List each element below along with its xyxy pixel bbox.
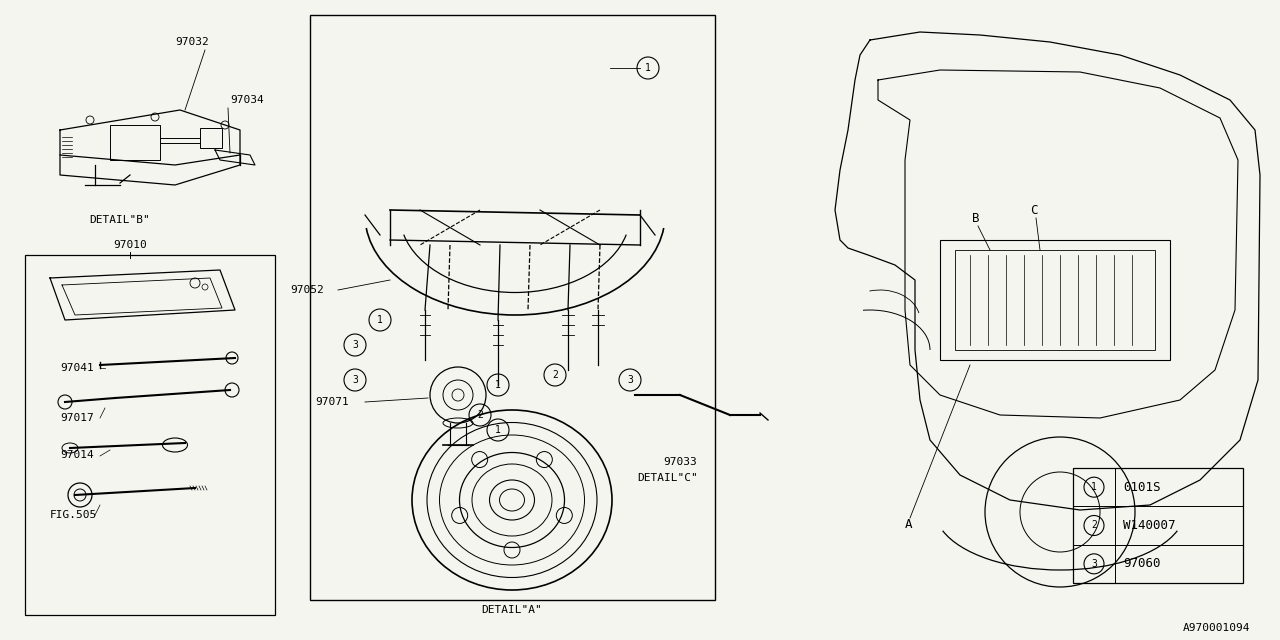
Text: 97034: 97034 bbox=[230, 95, 264, 105]
Text: 97052: 97052 bbox=[291, 285, 324, 295]
Text: 1: 1 bbox=[495, 380, 500, 390]
Text: 1: 1 bbox=[495, 425, 500, 435]
Bar bbox=[310, 15, 716, 600]
Text: DETAIL"C": DETAIL"C" bbox=[637, 473, 699, 483]
Bar bbox=[110, 125, 160, 160]
Text: 97014: 97014 bbox=[60, 450, 93, 460]
Bar bbox=[26, 255, 275, 615]
Text: 3: 3 bbox=[352, 375, 358, 385]
Text: 97017: 97017 bbox=[60, 413, 93, 423]
Text: 97033: 97033 bbox=[663, 457, 696, 467]
Text: 97060: 97060 bbox=[1123, 557, 1161, 570]
Text: 2: 2 bbox=[552, 370, 558, 380]
Text: 97071: 97071 bbox=[315, 397, 348, 407]
Text: A: A bbox=[905, 518, 913, 531]
Bar bbox=[1073, 468, 1243, 583]
Text: 1: 1 bbox=[1091, 482, 1097, 492]
Text: A970001094: A970001094 bbox=[1183, 623, 1251, 633]
Text: DETAIL"B": DETAIL"B" bbox=[90, 215, 150, 225]
Text: 1: 1 bbox=[645, 63, 652, 73]
Bar bbox=[955, 250, 1155, 350]
Text: DETAIL"A": DETAIL"A" bbox=[481, 605, 543, 615]
Text: 97010: 97010 bbox=[113, 240, 147, 250]
Text: C: C bbox=[1030, 204, 1038, 216]
Text: 2: 2 bbox=[477, 410, 483, 420]
Text: 97032: 97032 bbox=[175, 37, 209, 47]
Text: 1: 1 bbox=[378, 315, 383, 325]
Text: 97041: 97041 bbox=[60, 363, 93, 373]
Bar bbox=[200, 128, 221, 148]
Text: 3: 3 bbox=[352, 340, 358, 350]
Text: FIG.505: FIG.505 bbox=[50, 510, 97, 520]
Text: W140007: W140007 bbox=[1123, 519, 1175, 532]
Bar bbox=[940, 240, 1170, 360]
Text: 3: 3 bbox=[627, 375, 632, 385]
Text: B: B bbox=[972, 211, 979, 225]
Text: 3: 3 bbox=[1091, 559, 1097, 569]
Text: 0101S: 0101S bbox=[1123, 481, 1161, 493]
Text: 2: 2 bbox=[1091, 520, 1097, 531]
